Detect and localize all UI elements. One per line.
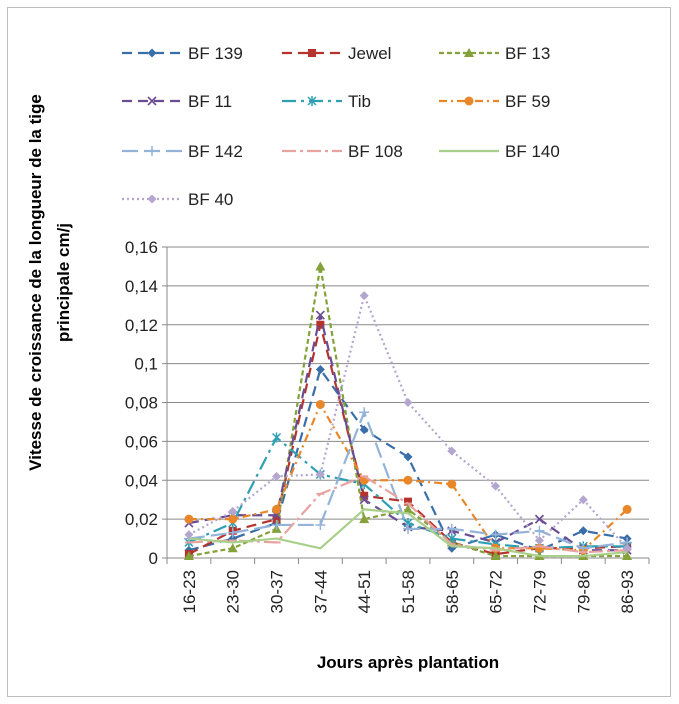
data-point bbox=[534, 536, 544, 546]
y-tick-label: 0,1 bbox=[134, 355, 158, 374]
data-point bbox=[315, 519, 326, 530]
legend-marker bbox=[307, 96, 317, 106]
y-tick-label: 0,04 bbox=[125, 471, 158, 490]
legend-marker bbox=[147, 96, 157, 106]
data-point bbox=[228, 514, 238, 524]
x-tick-label: 58-65 bbox=[443, 570, 462, 613]
y-tick-label: 0,16 bbox=[125, 238, 158, 257]
data-point bbox=[490, 529, 501, 540]
x-tick-label: 79-86 bbox=[574, 570, 593, 613]
data-point bbox=[622, 551, 633, 561]
x-tick-label: 51-58 bbox=[399, 570, 418, 613]
data-point bbox=[534, 525, 545, 536]
legend-marker bbox=[147, 146, 157, 156]
x-tick-label: 37-44 bbox=[311, 570, 330, 613]
legend-label: Tib bbox=[348, 92, 371, 111]
data-point bbox=[447, 479, 457, 489]
data-point bbox=[404, 497, 412, 506]
data-point bbox=[272, 515, 281, 524]
legend-marker bbox=[147, 48, 157, 58]
data-point bbox=[227, 543, 238, 553]
legend-label: BF 13 bbox=[505, 44, 550, 63]
x-tick-label: 16-23 bbox=[180, 570, 199, 613]
data-point bbox=[272, 432, 282, 443]
data-point bbox=[272, 471, 282, 481]
y-tick-label: 0,12 bbox=[125, 316, 158, 335]
series-line bbox=[188, 403, 628, 552]
data-point bbox=[359, 425, 369, 435]
legend-label: Jewel bbox=[348, 44, 391, 63]
data-point bbox=[315, 399, 325, 409]
data-point bbox=[359, 291, 369, 301]
data-point bbox=[578, 495, 588, 505]
data-point bbox=[315, 469, 325, 479]
legend-label: BF 59 bbox=[505, 92, 550, 111]
data-point bbox=[622, 543, 632, 553]
data-point bbox=[491, 481, 501, 491]
data-point bbox=[534, 543, 544, 553]
legend-marker bbox=[308, 49, 316, 57]
data-point bbox=[622, 504, 632, 514]
legend-label: BF 139 bbox=[188, 44, 243, 63]
data-point bbox=[447, 446, 457, 456]
x-tick-label: 72-79 bbox=[530, 570, 549, 613]
data-point bbox=[315, 364, 325, 374]
x-tick-label: 44-51 bbox=[355, 570, 374, 613]
y-axis-title: principale cm/j bbox=[54, 223, 73, 342]
data-point bbox=[403, 504, 413, 514]
data-point bbox=[184, 514, 194, 524]
data-point bbox=[184, 530, 194, 540]
data-point bbox=[183, 551, 194, 561]
data-point bbox=[271, 519, 282, 530]
data-point bbox=[446, 523, 457, 534]
legend-label: BF 108 bbox=[348, 142, 403, 161]
x-tick-label: 30-37 bbox=[268, 570, 287, 613]
data-point bbox=[227, 527, 238, 538]
y-tick-label: 0 bbox=[149, 549, 158, 568]
legend-label: BF 140 bbox=[505, 142, 560, 161]
data-point bbox=[359, 495, 369, 505]
y-tick-label: 0,08 bbox=[125, 394, 158, 413]
data-point bbox=[228, 506, 238, 516]
y-tick-label: 0,14 bbox=[125, 277, 158, 296]
legend-marker bbox=[464, 48, 474, 57]
legend-label: BF 11 bbox=[188, 92, 232, 111]
data-point bbox=[315, 261, 326, 271]
y-tick-label: 0,02 bbox=[125, 510, 158, 529]
series-line bbox=[188, 294, 628, 550]
data-point bbox=[403, 475, 413, 485]
data-point bbox=[403, 398, 413, 407]
data-point bbox=[316, 320, 325, 329]
data-point bbox=[534, 514, 545, 524]
data-point bbox=[359, 514, 370, 524]
data-point bbox=[490, 551, 501, 561]
chart-frame bbox=[7, 7, 671, 697]
x-tick-label: 23-30 bbox=[224, 570, 243, 613]
data-point bbox=[403, 523, 413, 534]
data-point bbox=[315, 310, 325, 320]
x-axis-title: Jours après plantation bbox=[317, 653, 499, 672]
legend-label: BF 142 bbox=[188, 142, 243, 161]
y-axis-title: Vitesse de croissance de la longueur de … bbox=[26, 94, 45, 471]
data-point bbox=[360, 491, 369, 500]
data-point bbox=[272, 504, 282, 514]
data-point bbox=[359, 407, 370, 418]
y-tick-label: 0,06 bbox=[125, 432, 158, 451]
data-point bbox=[578, 526, 588, 536]
x-tick-label: 86-93 bbox=[618, 570, 637, 613]
data-point bbox=[403, 452, 413, 462]
legend-marker bbox=[464, 96, 474, 106]
legend-label: BF 40 bbox=[188, 190, 233, 209]
x-tick-label: 65-72 bbox=[487, 570, 506, 613]
legend-marker bbox=[147, 194, 157, 204]
series-line bbox=[188, 508, 628, 558]
